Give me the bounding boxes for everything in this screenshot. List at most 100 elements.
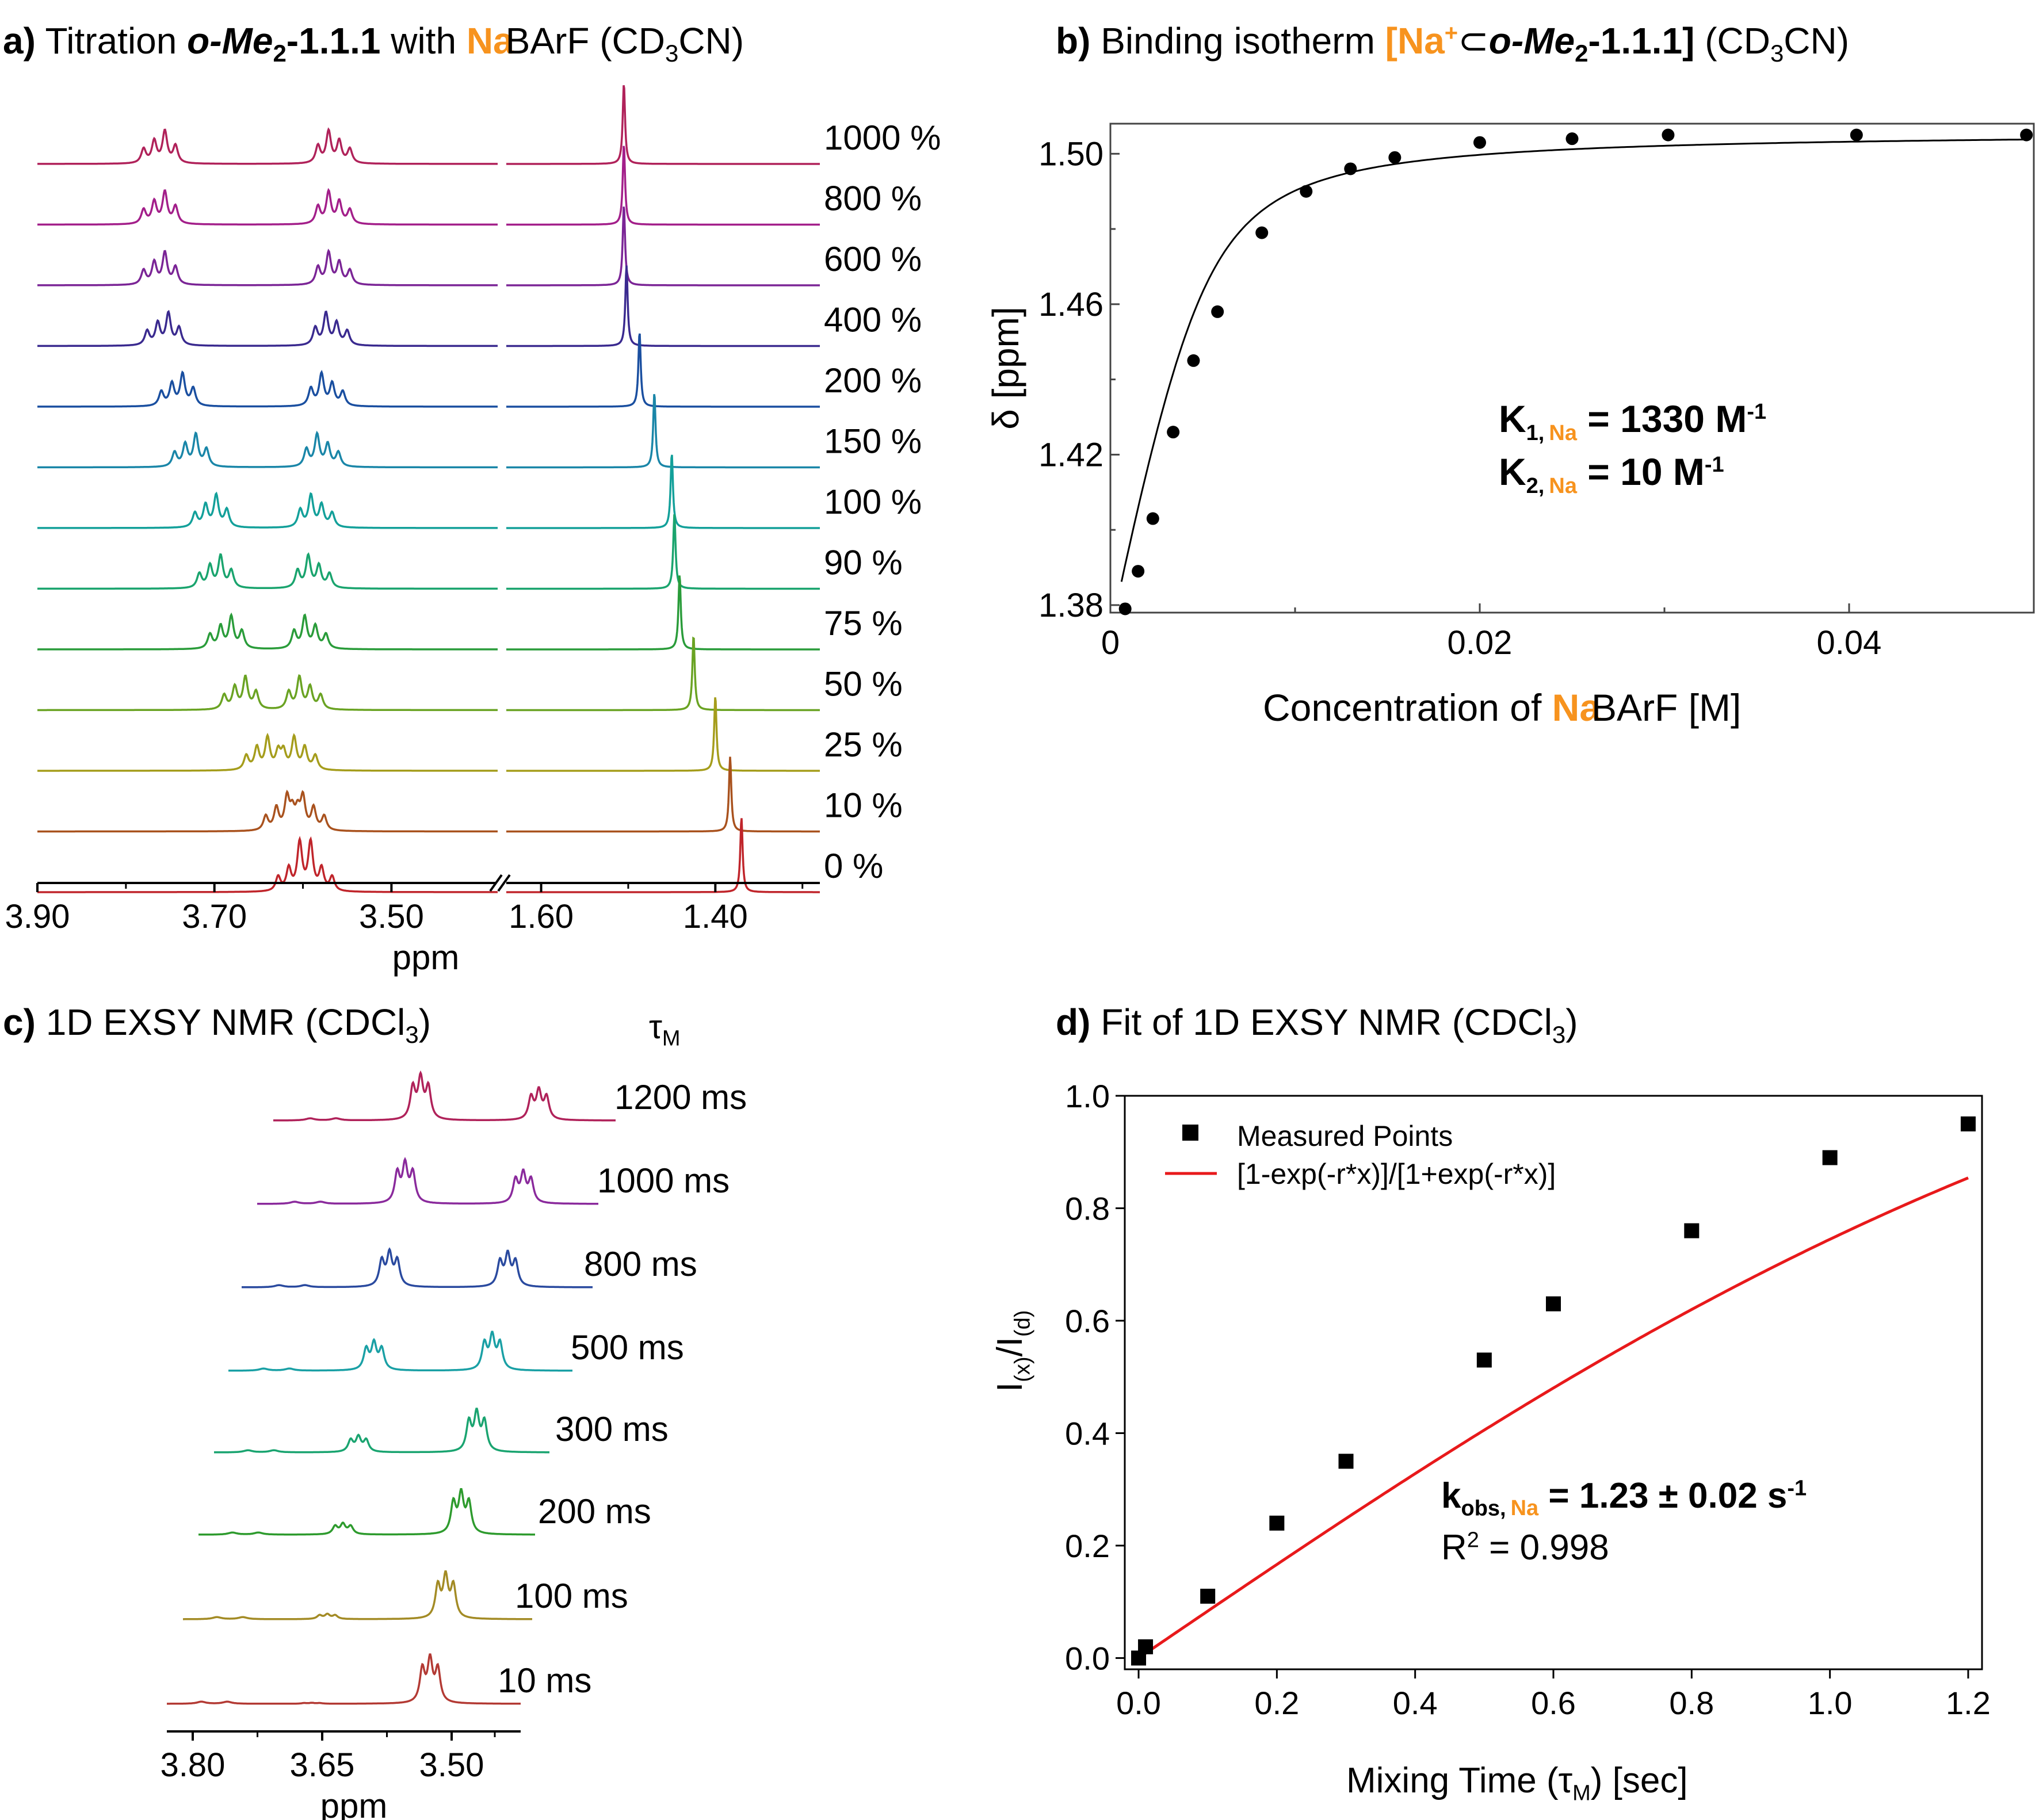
panel-b-k1: K1, Na = 1330 M-1 — [1499, 397, 1766, 446]
spectrum-c-2 — [242, 1247, 593, 1288]
panel-c-exsy-spectra: 1200 ms 1000 ms 800 ms 500 ms 300 ms 200 ms 10… — [161, 1070, 747, 1820]
panel-b-compound: o-Me — [1488, 20, 1575, 62]
series-label-c-1: 1000 ms — [597, 1161, 730, 1200]
tick-label-b-y-3: 1.50 — [1038, 135, 1103, 173]
spectrum-a-left-10 — [37, 732, 498, 772]
panel-b-title-pre: Binding isotherm — [1101, 20, 1375, 62]
tick-label-b-x-2: 0.04 — [1817, 624, 1882, 662]
spectrum-a-right-1 — [506, 146, 820, 226]
tick-label-b-y-1: 1.42 — [1038, 436, 1103, 473]
data-point-d-7 — [1684, 1223, 1700, 1238]
panel-d-r2: R2 = 0.998 — [1441, 1527, 1609, 1568]
series-label-a-3: 400 % — [824, 301, 922, 339]
panel-d-title: d) Fit of 1D EXSY NMR (CDCl3) — [1056, 1001, 1578, 1049]
series-label-c-5: 200 ms — [538, 1492, 651, 1531]
panel-c-tau: τM — [649, 1008, 681, 1052]
tick-label-d-y-0: 0.0 — [1065, 1640, 1110, 1676]
panel-b-compound-sub: 2 — [1575, 39, 1588, 67]
data-point-d-6 — [1546, 1296, 1561, 1312]
panel-d-kobs-value: = 1.23 ± 0.02 s — [1548, 1476, 1788, 1516]
panel-d-title-sub: 3 — [1552, 1020, 1566, 1048]
axis-b-ylabel: δ [ppm] — [985, 307, 1026, 429]
axis-a-break-1 — [489, 874, 503, 892]
spectrum-c-4 — [214, 1408, 549, 1454]
panel-d-xlabel: Mixing Time (τM) [sec] — [1346, 1760, 1688, 1806]
series-label-a-12: 0 % — [824, 847, 883, 885]
panel-b-na: Na — [1397, 20, 1445, 62]
panel-b-xlabel-pre: Concentration of — [1263, 686, 1542, 729]
panel-b-title: b) Binding isotherm [Na+⊂o-Me2-1.1.1] (C… — [1056, 20, 1849, 67]
panel-b-k2-label: K — [1499, 450, 1526, 493]
spectrum-a-left-3 — [37, 309, 498, 347]
series-label-a-10: 25 % — [824, 725, 903, 764]
panel-d-kobs-sub: obs, — [1461, 1496, 1506, 1521]
panel-d-title-post: ) — [1565, 1001, 1578, 1043]
legend-label-points: Measured Points — [1237, 1120, 1453, 1152]
panel-d-xlabel-sub: M — [1572, 1781, 1591, 1806]
spectrum-a-right-5 — [506, 393, 820, 469]
spectrum-c-3 — [228, 1330, 572, 1372]
data-point-b-13 — [1850, 128, 1863, 142]
panel-b-xlabel-na: Na — [1552, 686, 1601, 729]
panel-b-k2-sub: 2, — [1526, 474, 1545, 499]
tick-label-d-x-0: 0.0 — [1116, 1685, 1161, 1721]
data-point-b-6 — [1255, 226, 1269, 239]
spectrum-a-left-8 — [37, 612, 498, 651]
panel-a-spectra: 1000 % 800 % 600 % 400 % 200 % 150 % 100 % 90 %… — [5, 85, 941, 977]
data-point-d-3 — [1269, 1515, 1285, 1531]
panel-a-solvent-post: CN) — [678, 20, 744, 62]
tick-label-d-y-3: 0.6 — [1065, 1303, 1110, 1339]
panel-b-xlabel: Concentration of NaBArF [M] — [1263, 686, 1741, 729]
panel-d-kobs-na: Na — [1510, 1496, 1539, 1521]
series-label-a-6: 100 % — [824, 483, 922, 521]
spectrum-a-left-1 — [37, 188, 498, 226]
spectrum-a-left-7 — [37, 552, 498, 590]
panel-d-kobs-label: k — [1441, 1476, 1461, 1516]
panel-b-isotherm: 0 0.02 0.04 1.38 1.42 1.46 1.50 δ [ppm] — [985, 123, 2035, 662]
series-label-c-4: 300 ms — [555, 1410, 669, 1448]
panel-a-compound: o-Me — [187, 20, 273, 62]
panel-d-r2-label: R — [1441, 1528, 1467, 1567]
panel-b-k1-label: K — [1499, 397, 1526, 440]
spectrum-a-right-9 — [506, 636, 820, 712]
data-point-d-2 — [1200, 1588, 1216, 1604]
panel-a-solvent-sub: 3 — [665, 39, 679, 67]
tick-label-d-x-5: 1.0 — [1808, 1685, 1853, 1721]
legend-marker-square — [1182, 1125, 1198, 1141]
panel-c-title-sub: 3 — [405, 1020, 419, 1048]
series-label-a-2: 600 % — [824, 240, 922, 278]
spectrum-c-6 — [183, 1570, 532, 1620]
spectrum-a-left-4 — [37, 370, 498, 408]
tick-label-d-x-2: 0.4 — [1393, 1685, 1438, 1721]
panel-a-label: a) — [3, 20, 36, 62]
tick-label-d-x-4: 0.8 — [1669, 1685, 1714, 1721]
panel-b-bracket-open: [ — [1385, 20, 1397, 62]
panel-b-solvent-post: CN) — [1784, 20, 1850, 62]
panel-b-solvent: (CD3CN) — [1705, 20, 1850, 67]
data-point-d-1 — [1138, 1639, 1154, 1654]
panel-b-xlabel-post: BArF [M] — [1591, 686, 1742, 729]
tick-label-a-left-2: 3.50 — [359, 898, 424, 935]
tick-label-d-y-5: 1.0 — [1065, 1078, 1110, 1114]
data-point-b-4 — [1187, 354, 1200, 367]
tick-label-b-x-0: 0 — [1101, 624, 1120, 662]
panel-b-k1-value: = 1330 M — [1587, 397, 1747, 440]
panel-a-salt-na: Na — [466, 20, 514, 62]
panel-d-r2-sup: 2 — [1467, 1528, 1479, 1553]
data-point-b-3 — [1167, 426, 1180, 439]
data-point-b-14 — [2020, 128, 2033, 142]
tick-label-b-y-2: 1.46 — [1038, 286, 1103, 323]
panel-c-title-pre: 1D EXSY NMR (CDCl — [45, 1001, 406, 1043]
panel-c-title-post: ) — [418, 1001, 431, 1043]
panel-b-subset: ⊂ — [1458, 20, 1489, 62]
data-point-b-12 — [1662, 128, 1675, 142]
panel-d-xlabel-post: ) [sec] — [1590, 1761, 1688, 1800]
spectrum-a-right-12 — [506, 818, 820, 893]
panel-a-solvent: (CD3CN) — [599, 20, 744, 67]
series-label-a-1: 800 % — [824, 179, 922, 218]
fit-curve-d — [1137, 1176, 1969, 1660]
tick-label-c-0: 3.80 — [161, 1746, 226, 1784]
panel-b-compound-post: -1.1.1] — [1588, 20, 1695, 62]
panel-b-k2-value: = 10 M — [1587, 450, 1705, 493]
axis-a-break-2 — [497, 874, 511, 892]
